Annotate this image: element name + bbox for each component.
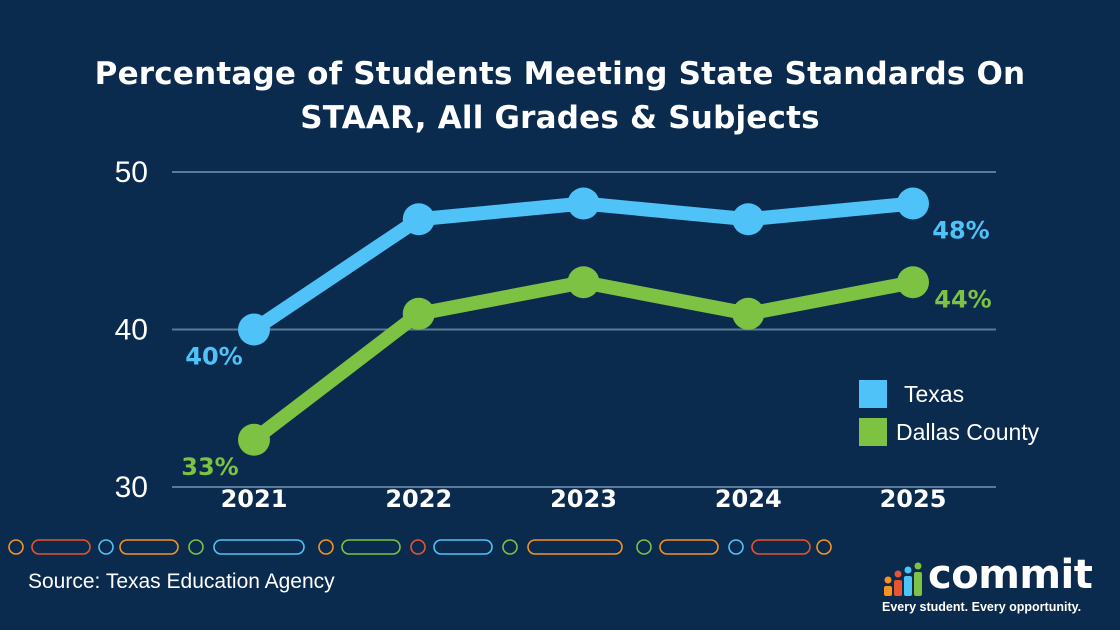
- decor-pill: [341, 539, 401, 555]
- chart-title-line-2: STAAR, All Grades & Subjects: [300, 100, 820, 136]
- logo-mark-head: [884, 576, 892, 584]
- decor-dot: [8, 539, 24, 555]
- source-note: Source: Texas Education Agency: [28, 570, 335, 593]
- decor-pill: [751, 539, 811, 555]
- logo-mark-head: [904, 566, 912, 574]
- decor-pill: [213, 539, 305, 555]
- decor-pill: [119, 539, 179, 555]
- y-tick-label: 30: [115, 471, 148, 504]
- decor-dot: [636, 539, 652, 555]
- commit-logo-mark-icon: [884, 562, 922, 596]
- data-label-last: 48%: [932, 217, 989, 245]
- data-point: [732, 203, 765, 236]
- legend-label: Dallas County: [896, 419, 1040, 445]
- data-point: [402, 203, 435, 236]
- decor-dot: [98, 539, 114, 555]
- decor-dot: [816, 539, 832, 555]
- data-point: [567, 187, 600, 220]
- data-point: [238, 423, 270, 456]
- x-tick-label: 2024: [715, 485, 782, 513]
- decor-dot: [728, 539, 744, 555]
- commit-logo-tagline: Every student. Every opportunity.: [882, 600, 1082, 614]
- data-label-first: 40%: [185, 343, 242, 371]
- commit-logo-wordmark: commit: [928, 552, 1093, 598]
- decorative-pill-row: [8, 539, 832, 555]
- series-line-dallas-county: [247, 275, 920, 447]
- legend-swatch: [859, 418, 887, 446]
- decor-pill: [527, 539, 623, 555]
- chart-title: Percentage of Students Meeting State Sta…: [0, 52, 1120, 140]
- data-point: [238, 313, 270, 346]
- chart-title-line-1: Percentage of Students Meeting State Sta…: [94, 56, 1026, 92]
- logo-mark-bar: [894, 580, 902, 596]
- decor-pill: [433, 539, 493, 555]
- data-point: [402, 297, 435, 330]
- x-tick-label: 2023: [550, 485, 617, 513]
- legend-label: Texas: [904, 381, 964, 407]
- logo-mark-bar: [914, 572, 922, 596]
- x-tick-label: 2022: [385, 485, 452, 513]
- data-point: [732, 297, 765, 330]
- logo-mark-head: [894, 570, 902, 578]
- decor-dot: [188, 539, 204, 555]
- commit-logo: commit Every student. Every opportunity.: [882, 552, 1097, 620]
- y-tick-label: 40: [115, 314, 148, 347]
- x-tick-label: 2021: [221, 485, 288, 513]
- data-point: [897, 266, 929, 299]
- y-tick-label: 50: [115, 156, 148, 189]
- decor-dot: [318, 539, 334, 555]
- decor-pill: [659, 539, 719, 555]
- decor-pill: [31, 539, 91, 555]
- logo-mark-bar: [884, 586, 892, 596]
- logo-mark-head: [914, 562, 922, 570]
- data-point: [897, 187, 929, 220]
- x-tick-label: 2025: [880, 485, 947, 513]
- legend-swatch: [859, 380, 887, 408]
- logo-mark-bar: [904, 576, 912, 596]
- decor-dot: [410, 539, 426, 555]
- decor-dot: [502, 539, 518, 555]
- data-label-last: 44%: [934, 285, 991, 313]
- data-label-first: 33%: [181, 453, 238, 481]
- data-point: [567, 266, 600, 299]
